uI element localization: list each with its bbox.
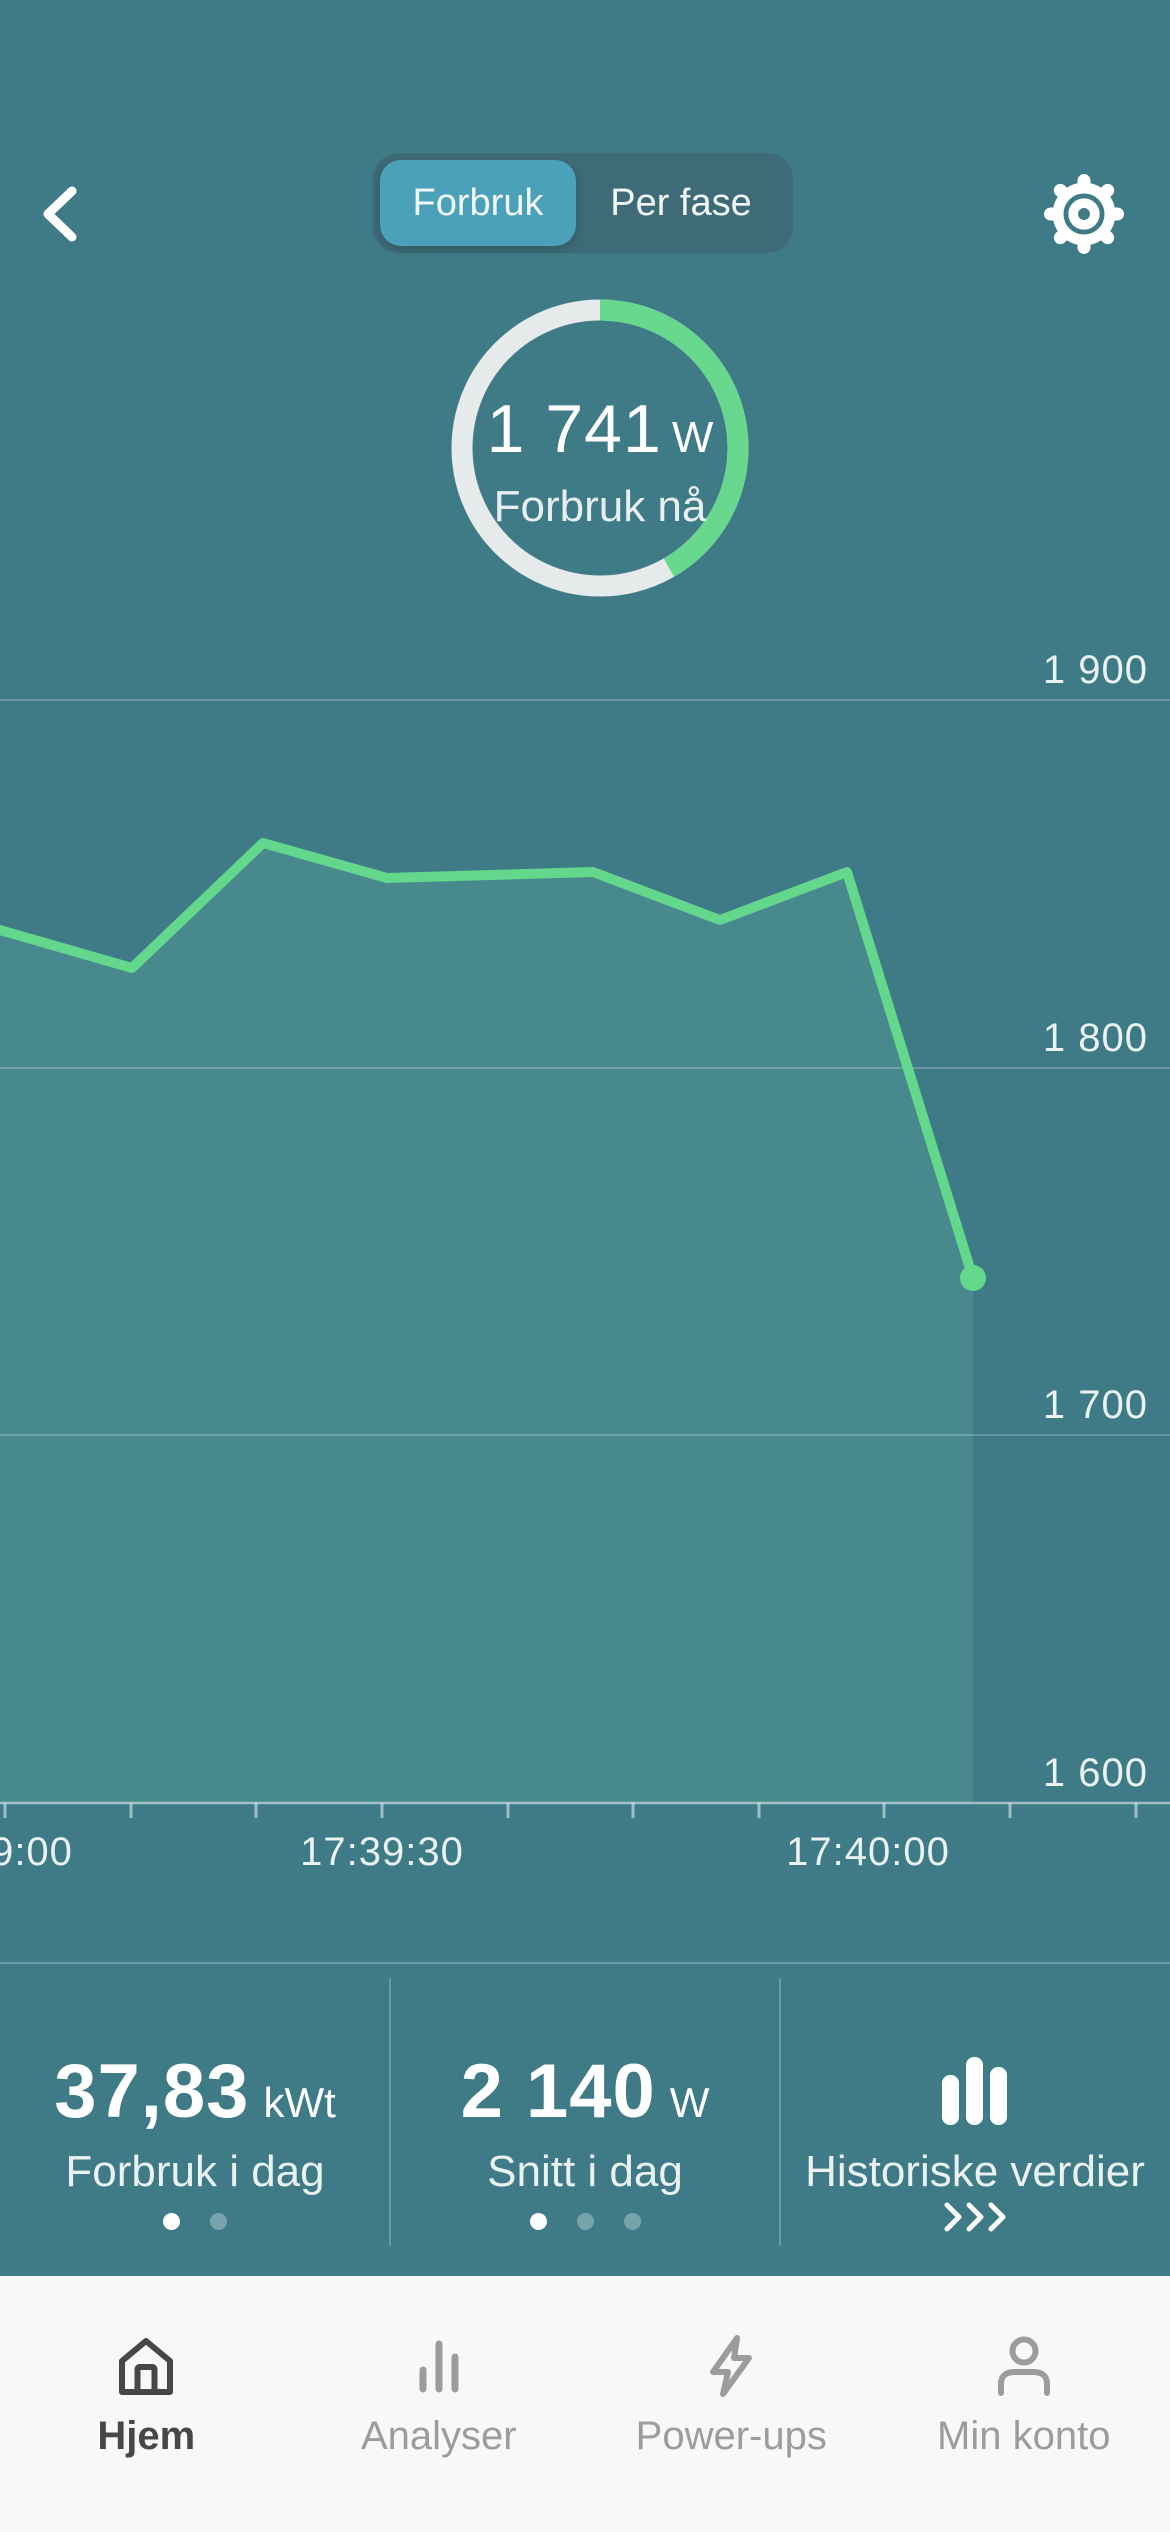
home-icon [119,2338,174,2395]
page-dots [0,2213,390,2230]
nav-item-hjem[interactable]: Hjem [0,2276,293,2532]
card-snitt-i-dag[interactable]: 2 140 W Snitt i dag [390,1963,780,2263]
x-axis-label: 9:00 [0,1830,73,1874]
card-historiske-verdier[interactable]: Historiske verdier [780,1963,1170,2263]
page-dot[interactable] [210,2213,227,2230]
x-axis-label: 17:39:30 [300,1830,464,1874]
page-dot[interactable] [576,2213,594,2230]
average-power-unit: W [669,2079,710,2126]
card-forbruk-i-dag[interactable]: 37,83 kWt Forbruk i dag [0,1963,390,2263]
person-icon [997,2336,1050,2396]
y-axis-label: 1 600 [1042,1751,1148,1795]
nav-item-analyser[interactable]: Analyser [293,2276,586,2532]
nav-label-analyser: Analyser [360,2414,517,2458]
settings-button[interactable] [1030,160,1138,268]
page-dot[interactable] [529,2213,547,2230]
nav-label-min-konto: Min konto [937,2414,1111,2458]
chevron-left-icon [43,186,77,242]
lightning-icon [710,2335,753,2397]
daily-consumption-value: 37,83 [54,2049,250,2134]
bar-chart-icon [942,2057,1007,2125]
daily-consumption-label: Forbruk i dag [65,2147,325,2196]
nav-label-power-ups: Power-ups [635,2414,827,2458]
page-dots [390,2213,780,2230]
bottom-nav: Hjem Analyser Power-ups [0,2276,1170,2532]
power-unit: W [671,413,714,462]
nav-item-min-konto[interactable]: Min konto [878,2276,1170,2532]
stats-divider-2 [779,1978,781,2246]
page-dot[interactable] [623,2213,641,2230]
back-button[interactable] [22,176,98,252]
power-number: 1 741 [486,391,662,467]
y-axis-label: 1 900 [1042,648,1148,692]
daily-consumption-unit: kWt [263,2079,336,2126]
current-power-value: 1 741 W [440,390,760,468]
stats-divider-1 [389,1978,391,2246]
y-axis-label: 1 700 [1042,1383,1148,1427]
y-axis-label: 1 800 [1042,1016,1148,1060]
nav-label-hjem: Hjem [97,2414,196,2458]
tab-forbruk[interactable]: Forbruk [380,160,576,246]
tab-per-fase[interactable]: Per fase [610,181,752,224]
gear-icon [1044,174,1124,254]
x-axis-label: 17:40:00 [786,1830,950,1874]
power-gauge [451,299,749,597]
page-dot[interactable] [163,2213,180,2230]
consumption-line-chart [0,699,1170,1818]
stats-top-divider [0,1962,1170,1964]
average-power-value: 2 140 [460,2049,656,2134]
view-segmented-control: Forbruk Per fase [373,153,793,253]
nav-item-power-ups[interactable]: Power-ups [585,2276,878,2532]
average-power-label: Snitt i dag [487,2147,683,2196]
bar-lines-icon [419,2340,459,2393]
gauge-caption: Forbruk nå [493,482,707,531]
historical-values-label: Historiske verdier [805,2147,1145,2196]
chevrons-right-icon [944,2202,1006,2232]
